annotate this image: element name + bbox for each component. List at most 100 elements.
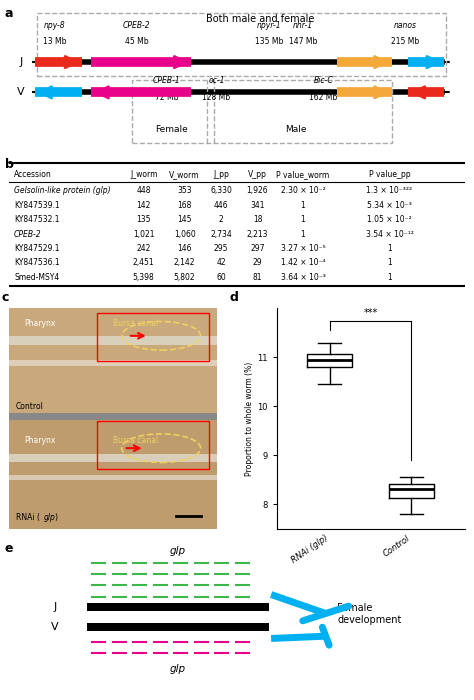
Text: 146: 146	[177, 244, 192, 253]
Bar	[97, 421, 209, 469]
Text: 1.3 × 10⁻³²²: 1.3 × 10⁻³²²	[366, 186, 412, 195]
Text: Pharynx: Pharynx	[24, 436, 55, 445]
Bar	[9, 413, 217, 419]
Text: 295: 295	[214, 244, 228, 253]
Text: V: V	[17, 88, 25, 97]
Text: 1.42 × 10⁻⁴: 1.42 × 10⁻⁴	[281, 258, 325, 267]
Text: 60: 60	[216, 273, 226, 282]
Text: 45 Mb: 45 Mb	[125, 36, 149, 46]
Text: P value_worm: P value_worm	[276, 169, 329, 178]
Text: J_worm: J_worm	[130, 169, 157, 178]
Text: 1,926: 1,926	[246, 186, 268, 195]
Text: Gelsolin-like protein (glp): Gelsolin-like protein (glp)	[14, 186, 110, 195]
Text: CPEB-2: CPEB-2	[14, 230, 42, 239]
Text: Male: Male	[285, 125, 307, 134]
Text: 5,802: 5,802	[174, 273, 195, 282]
Text: 145: 145	[177, 215, 192, 224]
Bar	[9, 475, 217, 480]
Text: 1,060: 1,060	[174, 230, 196, 239]
Text: 81: 81	[253, 273, 262, 282]
Text: glp: glp	[170, 546, 186, 556]
Text: 29: 29	[253, 258, 262, 267]
Text: J: J	[54, 603, 56, 612]
Text: 2.30 × 10⁻²: 2.30 × 10⁻²	[281, 186, 325, 195]
Text: Bursa canal: Bursa canal	[113, 319, 158, 328]
Text: 448: 448	[137, 186, 151, 195]
Text: KY847532.1: KY847532.1	[14, 215, 60, 224]
Text: 135 Mb: 135 Mb	[255, 36, 283, 46]
Text: 135: 135	[137, 215, 151, 224]
Text: Female
development: Female development	[337, 603, 401, 625]
Text: oc-1: oc-1	[208, 76, 225, 85]
Text: Control: Control	[16, 402, 44, 411]
Y-axis label: Proportion to whole worm (%): Proportion to whole worm (%)	[245, 361, 254, 475]
Text: Smed-MSY4: Smed-MSY4	[14, 273, 59, 282]
Text: 215 Mb: 215 Mb	[391, 36, 419, 46]
Text: nanos: nanos	[394, 22, 417, 30]
Text: Accession: Accession	[14, 169, 52, 178]
Text: Bursa canal: Bursa canal	[113, 436, 158, 445]
Text: CPEB-2: CPEB-2	[123, 22, 151, 30]
Text: 42: 42	[216, 258, 226, 267]
Text: Pharynx: Pharynx	[24, 319, 55, 328]
Text: 2,142: 2,142	[174, 258, 195, 267]
Text: e: e	[5, 542, 13, 554]
Text: 446: 446	[214, 201, 228, 209]
Text: 2,451: 2,451	[133, 258, 155, 267]
Bar	[87, 603, 269, 611]
Text: KY847536.1: KY847536.1	[14, 258, 60, 267]
Text: nhr-1: nhr-1	[293, 22, 313, 30]
Text: 1: 1	[387, 258, 392, 267]
Text: 1: 1	[301, 201, 305, 209]
Text: 6,330: 6,330	[210, 186, 232, 195]
Text: a: a	[5, 7, 13, 20]
Text: glp: glp	[44, 513, 55, 522]
Text: ***: ***	[364, 308, 378, 318]
Text: 5,398: 5,398	[133, 273, 155, 282]
Text: V_pp: V_pp	[248, 169, 267, 178]
Bar	[97, 313, 209, 361]
Bar	[9, 454, 217, 463]
Text: ): )	[54, 513, 57, 522]
Text: c: c	[1, 291, 9, 304]
Text: 162 Mb: 162 Mb	[310, 93, 337, 102]
Text: 147 Mb: 147 Mb	[289, 36, 317, 46]
Bar	[87, 622, 269, 631]
Text: RNAi (: RNAi (	[16, 513, 40, 522]
Text: 297: 297	[250, 244, 264, 253]
Bar	[9, 414, 217, 528]
Text: 1.05 × 10⁻²: 1.05 × 10⁻²	[367, 215, 412, 224]
Text: 72 Mb: 72 Mb	[155, 93, 178, 102]
Text: 3.27 × 10⁻⁵: 3.27 × 10⁻⁵	[281, 244, 325, 253]
Text: 3.64 × 10⁻³: 3.64 × 10⁻³	[281, 273, 326, 282]
Text: 1: 1	[387, 273, 392, 282]
Text: 142: 142	[137, 201, 151, 209]
Text: CPEB-1: CPEB-1	[153, 76, 180, 85]
Text: V_worm: V_worm	[169, 169, 200, 178]
Text: 1,021: 1,021	[133, 230, 155, 239]
Text: Female: Female	[155, 125, 187, 134]
Text: 13 Mb: 13 Mb	[43, 36, 67, 46]
Bar	[9, 336, 217, 344]
Text: 5.34 × 10⁻³: 5.34 × 10⁻³	[367, 201, 412, 209]
Text: 353: 353	[177, 186, 192, 195]
Text: 1: 1	[387, 244, 392, 253]
Text: 2,213: 2,213	[247, 230, 268, 239]
Text: J_pp: J_pp	[213, 169, 229, 178]
Bar	[9, 308, 217, 414]
Text: KY847539.1: KY847539.1	[14, 201, 60, 209]
Bar	[9, 360, 217, 365]
Text: npy-8: npy-8	[44, 22, 66, 30]
Text: J: J	[19, 57, 22, 67]
Text: 18: 18	[253, 215, 262, 224]
Text: 168: 168	[177, 201, 192, 209]
Text: P value_pp: P value_pp	[369, 169, 410, 178]
Text: Both male and female: Both male and female	[206, 15, 314, 24]
Text: Bic-C: Bic-C	[314, 76, 333, 85]
Text: 1: 1	[301, 230, 305, 239]
Text: 341: 341	[250, 201, 264, 209]
Text: glp: glp	[170, 664, 186, 674]
Text: 242: 242	[137, 244, 151, 253]
Text: npyr-1: npyr-1	[256, 22, 281, 30]
Text: b: b	[5, 158, 14, 171]
